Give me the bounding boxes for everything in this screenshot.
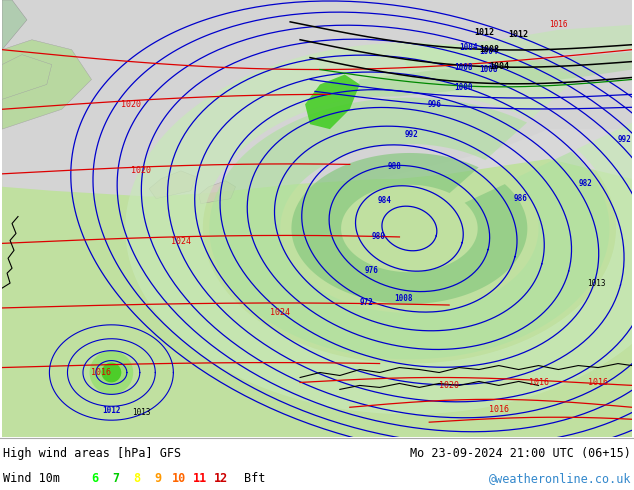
Polygon shape xyxy=(2,0,632,179)
Polygon shape xyxy=(2,40,91,129)
Polygon shape xyxy=(2,54,52,99)
Text: 1004: 1004 xyxy=(489,62,509,71)
Text: 1008: 1008 xyxy=(454,63,472,72)
Text: 986: 986 xyxy=(514,194,527,203)
Text: 9: 9 xyxy=(155,472,162,485)
Polygon shape xyxy=(2,179,632,437)
Text: 1004: 1004 xyxy=(479,47,498,56)
Text: 1004: 1004 xyxy=(459,43,477,52)
Text: 1024: 1024 xyxy=(171,237,191,246)
Text: 1020: 1020 xyxy=(439,381,459,390)
Text: 982: 982 xyxy=(578,179,592,188)
Text: 1016: 1016 xyxy=(549,20,567,29)
Circle shape xyxy=(101,363,121,382)
Text: 992: 992 xyxy=(404,129,418,139)
Text: 1008: 1008 xyxy=(479,45,499,54)
Text: 1008: 1008 xyxy=(479,65,498,74)
Text: 980: 980 xyxy=(372,232,385,241)
Text: 1013: 1013 xyxy=(587,279,605,288)
Text: 1012: 1012 xyxy=(508,30,529,39)
Text: Bft: Bft xyxy=(244,472,266,485)
Text: 1024: 1024 xyxy=(270,308,290,318)
Text: 8: 8 xyxy=(133,472,141,485)
Polygon shape xyxy=(2,0,632,198)
Polygon shape xyxy=(2,0,27,49)
Text: Wind 10m: Wind 10m xyxy=(3,472,60,485)
Text: 1020: 1020 xyxy=(121,100,141,109)
Text: 972: 972 xyxy=(359,298,373,308)
Polygon shape xyxy=(199,181,236,204)
Text: 996: 996 xyxy=(427,100,441,109)
Polygon shape xyxy=(149,171,196,198)
Text: 1016: 1016 xyxy=(489,405,509,414)
Text: 6: 6 xyxy=(91,472,98,485)
Text: 988: 988 xyxy=(387,162,401,171)
Text: 984: 984 xyxy=(378,196,391,205)
Polygon shape xyxy=(126,43,634,414)
Text: 12: 12 xyxy=(214,472,228,485)
Circle shape xyxy=(89,351,133,394)
Text: 1000: 1000 xyxy=(454,83,472,92)
Text: 1016: 1016 xyxy=(529,378,548,387)
Text: 11: 11 xyxy=(193,472,207,485)
Text: 10: 10 xyxy=(172,472,186,485)
Text: 992: 992 xyxy=(618,135,632,144)
Polygon shape xyxy=(2,159,632,437)
Polygon shape xyxy=(292,153,527,304)
Polygon shape xyxy=(399,25,632,72)
Polygon shape xyxy=(305,74,359,129)
Text: 1016: 1016 xyxy=(91,368,112,377)
Text: High wind areas [hPa] GFS: High wind areas [hPa] GFS xyxy=(3,446,181,460)
Text: 1012: 1012 xyxy=(102,406,120,415)
Polygon shape xyxy=(355,51,632,98)
Polygon shape xyxy=(209,98,609,359)
Text: 976: 976 xyxy=(365,266,378,275)
Text: 1016: 1016 xyxy=(588,378,608,387)
Text: 1013: 1013 xyxy=(132,408,150,417)
Text: Mo 23-09-2024 21:00 UTC (06+15): Mo 23-09-2024 21:00 UTC (06+15) xyxy=(410,446,631,460)
Text: 1020: 1020 xyxy=(131,167,151,175)
Text: @weatheronline.co.uk: @weatheronline.co.uk xyxy=(489,472,631,485)
Text: 1008: 1008 xyxy=(394,294,413,302)
Text: 7: 7 xyxy=(112,472,120,485)
Text: 1012: 1012 xyxy=(474,28,494,37)
